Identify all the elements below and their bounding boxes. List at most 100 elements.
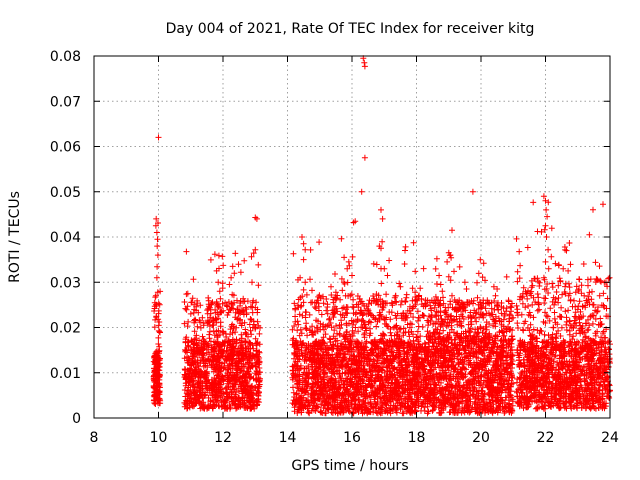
data-point: [253, 368, 260, 374]
data-point: [350, 296, 357, 303]
data-point: [183, 374, 190, 381]
data-point: [222, 299, 229, 306]
data-point: [232, 250, 239, 257]
data-point: [475, 270, 482, 277]
data-point: [150, 393, 157, 399]
data-point: [224, 303, 231, 310]
data-point: [307, 246, 314, 253]
data-point: [254, 318, 261, 325]
data-point: [401, 261, 408, 267]
data-point: [253, 377, 260, 384]
data-point: [154, 396, 160, 403]
data-point: [230, 325, 237, 332]
data-point: [255, 282, 262, 289]
data-point: [245, 364, 252, 370]
data-point: [235, 310, 242, 317]
data-point: [189, 299, 195, 306]
data-point: [233, 389, 240, 396]
data-point: [226, 362, 233, 369]
data-point: [235, 374, 242, 381]
data-point: [341, 254, 348, 261]
data-point: [324, 301, 331, 308]
data-point: [227, 326, 234, 333]
data-point: [153, 314, 160, 321]
data-point: [155, 334, 162, 341]
data-point: [230, 397, 237, 404]
data-point: [203, 349, 210, 356]
data-point: [225, 383, 232, 390]
data-point: [222, 399, 229, 406]
data-point: [229, 301, 236, 308]
data-point: [186, 379, 193, 386]
data-point: [253, 299, 260, 306]
data-point: [400, 410, 407, 417]
data-point: [294, 327, 301, 334]
data-point: [320, 300, 327, 307]
data-point: [248, 331, 255, 338]
data-point: [332, 271, 338, 277]
data-point: [151, 384, 158, 391]
data-point: [248, 253, 255, 260]
data-point: [239, 341, 246, 348]
data-point: [373, 323, 380, 330]
data-point: [189, 295, 196, 302]
data-point: [151, 400, 158, 406]
data-point: [207, 256, 214, 263]
data-point: [403, 291, 410, 298]
data-point: [253, 347, 260, 354]
data-point: [252, 324, 259, 331]
data-point: [210, 352, 217, 359]
data-point: [210, 399, 217, 405]
data-point: [247, 374, 254, 381]
data-point: [229, 336, 236, 343]
data-point: [402, 299, 409, 305]
data-point: [480, 260, 487, 267]
data-point: [214, 397, 221, 404]
data-point: [181, 299, 188, 305]
data-point: [245, 389, 252, 396]
data-point: [218, 398, 225, 405]
data-point: [183, 306, 190, 313]
data-point: [318, 311, 325, 318]
data-point: [200, 374, 207, 381]
data-point: [152, 316, 159, 323]
data-point: [252, 335, 259, 342]
data-point: [254, 402, 260, 409]
data-point: [246, 321, 253, 328]
data-point: [402, 243, 409, 250]
data-point: [303, 320, 310, 327]
data-point: [197, 302, 204, 309]
data-point: [250, 250, 257, 257]
data-point: [221, 403, 228, 410]
data-point: [235, 400, 242, 407]
data-point: [155, 307, 162, 314]
data-point: [249, 398, 256, 405]
data-point: [214, 332, 221, 339]
data-point: [241, 298, 248, 305]
data-point: [181, 366, 188, 373]
data-point: [154, 380, 161, 387]
data-point: [190, 377, 197, 384]
data-point: [412, 268, 419, 275]
data-point: [250, 401, 257, 408]
data-point: [183, 380, 190, 386]
data-point: [214, 301, 221, 308]
data-point: [447, 298, 454, 305]
data-point: [194, 323, 201, 330]
data-point: [309, 287, 315, 294]
data-point: [245, 360, 252, 367]
data-point: [410, 239, 417, 246]
data-point: [239, 352, 246, 359]
data-point: [307, 299, 314, 306]
data-point: [219, 393, 226, 400]
data-point: [188, 373, 195, 380]
data-point: [311, 304, 318, 310]
data-point: [419, 323, 426, 330]
data-point: [339, 305, 346, 312]
data-point: [396, 280, 403, 287]
data-point: [154, 289, 161, 296]
data-point: [242, 379, 249, 386]
data-point: [254, 398, 261, 405]
data-point: [191, 328, 198, 335]
data-point: [217, 295, 224, 302]
